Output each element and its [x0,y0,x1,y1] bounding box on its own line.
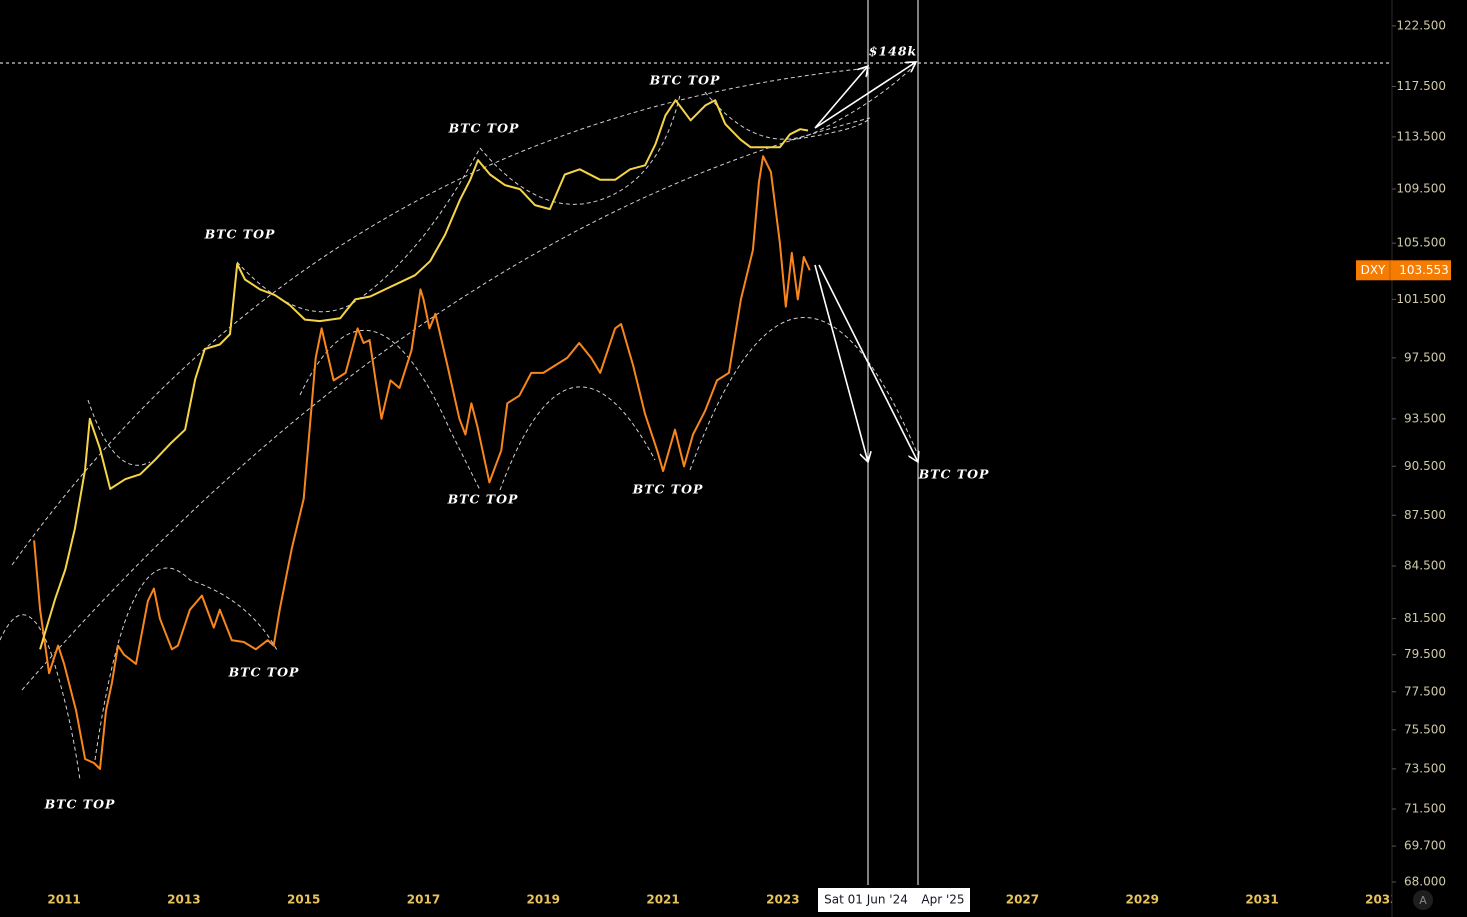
dxy-line [33,155,811,770]
annotation: BTC TOP [447,492,519,507]
crosshair-label: Sat 01 Jun '24 [824,893,908,907]
cycle-arc [236,147,481,313]
price-label-value: 103.553 [1399,263,1449,277]
x-tick-label: 2011 [47,893,80,907]
crosshair-label-bg [915,888,970,912]
annotation: BTC TOP [649,73,721,88]
x-tick-label: 2023 [766,893,799,907]
y-tick-label: 77.500 [1404,684,1446,698]
y-axis-panel [1392,0,1467,917]
cycle-arc [479,94,681,205]
arrow [814,62,916,129]
cycle-arc [704,61,919,140]
arrow [814,264,868,462]
y-tick-label: 109.500 [1396,182,1446,196]
annotation: BTC TOP [448,121,520,136]
dxy-arc [94,567,279,761]
y-tick-label: 84.500 [1404,559,1446,573]
annotation: BTC TOP [44,797,116,812]
cycle-arc [87,399,151,466]
dxy-arc [499,386,656,491]
auto-button-label[interactable]: A [1419,894,1427,907]
price-label-bg [1356,260,1451,281]
dxy-line [39,99,809,650]
y-tick-label: 71.500 [1404,802,1446,816]
x-tick-label: 2013 [167,893,200,907]
channel-upper [11,67,871,566]
y-tick-label: 90.500 [1404,459,1446,473]
x-tick-label: 2031 [1245,893,1278,907]
arrow [818,264,918,462]
x-tick-label: 2021 [646,893,679,907]
y-tick-label: 101.500 [1396,292,1446,306]
y-tick-label: 75.500 [1404,722,1446,736]
cycle-arc [789,117,871,141]
y-tick-label: 97.500 [1404,350,1446,364]
annotation: $148k [869,44,917,59]
y-tick-label: 117.500 [1396,79,1446,93]
auto-button[interactable] [1413,890,1433,910]
x-tick-label: 2019 [527,893,560,907]
y-tick-label: 93.500 [1404,411,1446,425]
crosshair-label-bg [818,888,915,912]
y-tick-label: 87.500 [1404,508,1446,522]
crosshair-label: Apr '25 [921,893,964,907]
y-tick-label: 81.500 [1404,611,1446,625]
annotation: BTC TOP [204,227,276,242]
y-tick-label: 69.700 [1404,839,1446,853]
x-tick-label: 2033 [1365,893,1398,907]
y-tick-label: 73.500 [1404,761,1446,775]
dxy-arc [689,317,921,471]
x-tick-label: 2029 [1126,893,1159,907]
x-tick-label: 2027 [1006,893,1039,907]
x-tick-label: 2017 [407,893,440,907]
dxy-arc [299,329,481,491]
annotation: BTC TOP [632,482,704,497]
x-tick-label: 2015 [287,893,320,907]
price-label-name: DXY [1361,263,1386,277]
y-tick-label: 79.500 [1404,647,1446,661]
annotation: BTC TOP [228,665,300,680]
y-tick-label: 105.500 [1396,236,1446,250]
y-tick-label: 113.500 [1396,129,1446,143]
arrow [814,66,868,129]
y-tick-label: 122.500 [1396,18,1446,32]
annotation: BTC TOP [918,467,990,482]
y-tick-label: 68.000 [1404,875,1446,889]
